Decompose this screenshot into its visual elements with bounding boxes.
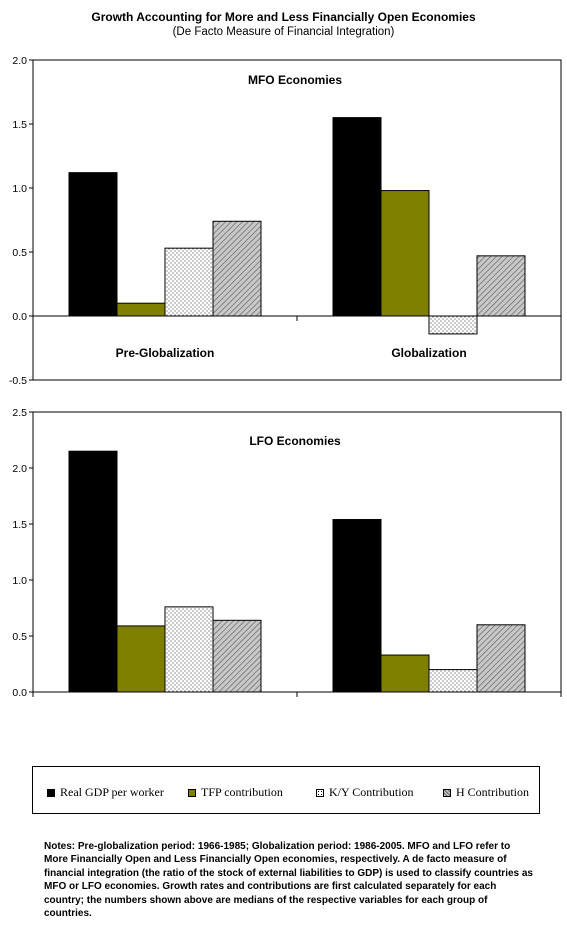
legend-item-h: H Contribution	[443, 785, 529, 800]
category-label: Globalization	[391, 346, 466, 360]
mfo-panel: -0.5 0.0 0.5 1.0 1.5 2.0 MFO Economies Pre-Glob…	[9, 55, 562, 387]
legend: Real GDP per worker TFP contribution K/Y…	[32, 766, 540, 814]
bar-ky-pre-globalization	[164, 247, 214, 317]
bar-tfp-globalization	[380, 190, 430, 317]
bar-h-globalization	[476, 255, 526, 317]
bar-ky-globalization	[428, 669, 478, 693]
y-tick-label: 2.0	[12, 55, 27, 67]
bar-tfp-globalization	[380, 654, 430, 693]
bar-tfp-pre-globalization	[116, 302, 166, 317]
legend-swatch-ky	[316, 788, 324, 797]
chart-title: Growth Accounting for More and Less Fina…	[91, 10, 476, 24]
legend-item-ky: K/Y Contribution	[316, 785, 414, 800]
y-tick-label: 0.5	[12, 631, 27, 643]
legend-item-real-gdp: Real GDP per worker	[47, 785, 164, 800]
bar-ky-pre-globalization	[164, 606, 214, 693]
y-tick-label: 1.5	[12, 519, 27, 531]
y-tick-label: 0.5	[12, 247, 27, 259]
y-tick-label: 1.0	[12, 575, 27, 587]
bar-real-gdp-pre-globalization	[68, 172, 118, 317]
bar-real-gdp-pre-globalization	[68, 450, 118, 693]
legend-label-tfp: TFP contribution	[201, 785, 283, 799]
y-tick-label: 1.0	[12, 183, 27, 195]
legend-swatch-real-gdp	[47, 788, 55, 797]
chart-subtitle: (De Facto Measure of Financial Integrati…	[172, 26, 395, 38]
category-label: Pre-Globalization	[116, 346, 215, 360]
y-tick-label: 0.0	[12, 311, 27, 323]
legend-item-tfp: TFP contribution	[188, 785, 283, 800]
bar-h-globalization	[476, 624, 526, 693]
bar-real-gdp-globalization	[332, 519, 382, 693]
y-tick-label: 0.0	[12, 687, 27, 699]
legend-swatch-h	[443, 788, 451, 797]
bar-real-gdp-globalization	[332, 117, 382, 317]
panel-title: LFO Economies	[249, 434, 341, 448]
legend-label-h: H Contribution	[456, 785, 530, 799]
y-tick-label: 1.5	[12, 119, 27, 131]
plot-frame	[32, 59, 562, 381]
y-tick-label: 2.5	[12, 407, 27, 419]
legend-swatch-tfp	[188, 788, 196, 797]
panel-title: MFO Economies	[248, 73, 342, 87]
y-tick-label: -0.5	[9, 375, 27, 387]
bar-h-pre-globalization	[212, 619, 262, 693]
bar-h-pre-globalization	[212, 220, 262, 317]
legend-label-real-gdp: Real GDP per worker	[60, 785, 164, 799]
legend-label-ky: K/Y Contribution	[329, 785, 414, 799]
notes: Notes: Pre-globalization period: 1966-19…	[44, 841, 533, 920]
bar-tfp-pre-globalization	[116, 625, 166, 693]
bar-ky-globalization	[428, 315, 478, 335]
y-tick-label: 2.0	[12, 463, 27, 475]
